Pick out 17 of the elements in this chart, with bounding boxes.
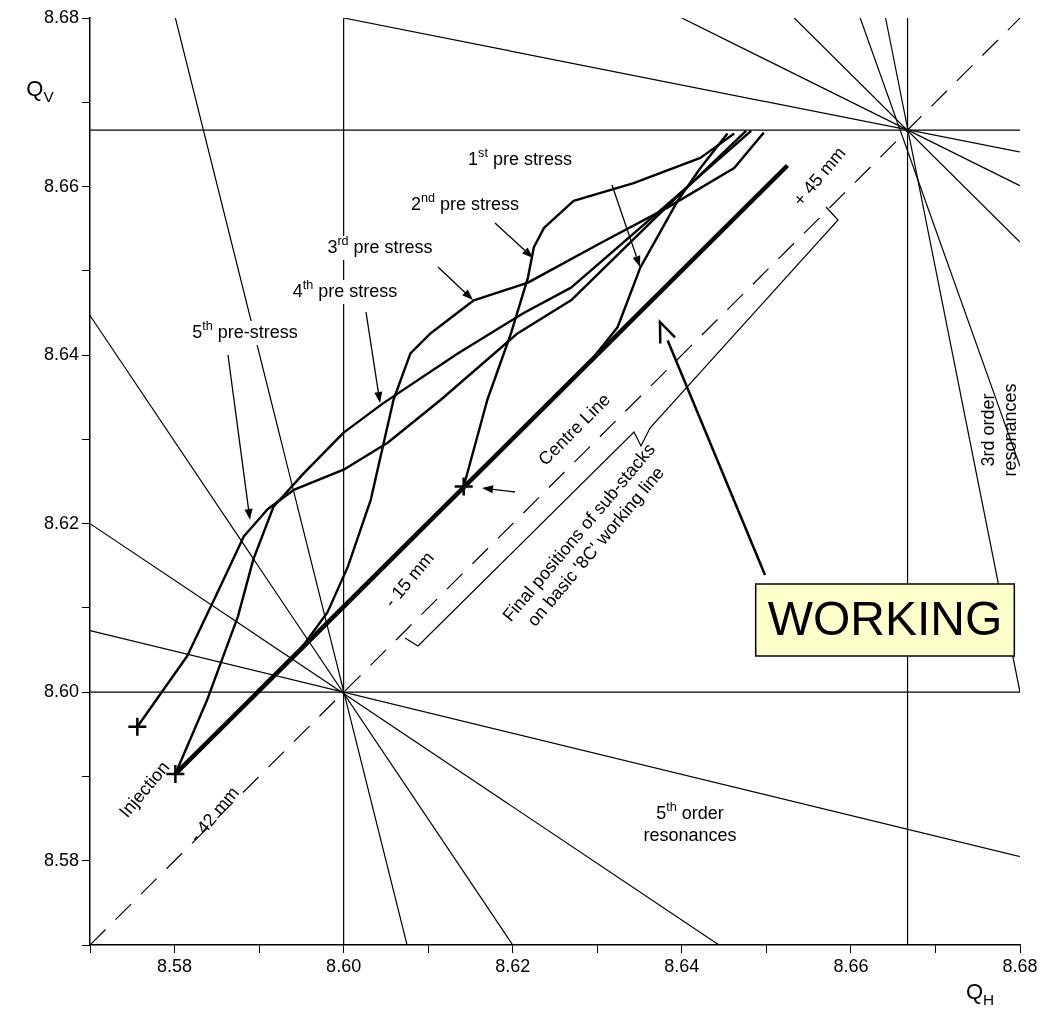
annotation: - 15 mm: [380, 547, 439, 612]
y-tick-label: 8.68: [43, 6, 79, 27]
y-tick-label: 8.66: [43, 175, 79, 196]
annotation: WORKING: [767, 592, 1003, 646]
y-tick-label: 8.58: [43, 849, 79, 870]
x-tick-label: 8.64: [664, 955, 700, 976]
annotation: + 45 mm: [788, 142, 850, 210]
x-tick-label: 8.66: [833, 955, 869, 976]
y-tick-label: 8.62: [43, 512, 79, 533]
annotation: - 42 mm: [185, 782, 244, 847]
x-tick-label: 8.58: [157, 955, 193, 976]
y-tick-label: 8.60: [43, 681, 79, 702]
annotation: 3rd order resonances: [977, 383, 1020, 477]
x-tick-label: 8.62: [495, 955, 531, 976]
x-tick-label: 8.68: [1002, 955, 1038, 976]
y-tick-label: 8.64: [43, 344, 79, 365]
x-tick-label: 8.60: [326, 955, 362, 976]
